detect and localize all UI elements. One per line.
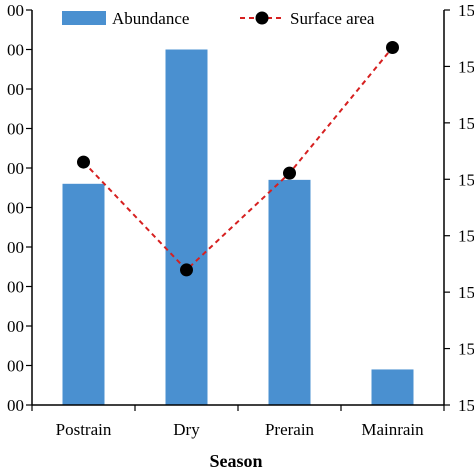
line-series bbox=[77, 41, 399, 277]
left-tick-label: 00 bbox=[7, 357, 24, 376]
right-tick-label: 15 bbox=[458, 57, 474, 76]
x-tick-label-prerain: Prerain bbox=[265, 420, 315, 439]
left-tick-label: 00 bbox=[7, 396, 24, 415]
left-tick-label: 00 bbox=[7, 120, 24, 139]
surface-area-point-dry bbox=[180, 263, 193, 277]
x-axis-ticks bbox=[31, 405, 445, 411]
right-tick-label: 15 bbox=[458, 170, 474, 189]
surface-area-point-prerain bbox=[283, 166, 296, 180]
right-tick-label: 15 bbox=[458, 283, 474, 302]
bar-prerain bbox=[268, 179, 311, 405]
x-axis-tick-labels: Postrain Dry Prerain Mainrain bbox=[56, 420, 425, 439]
bar-dry bbox=[165, 49, 208, 405]
right-tick-label: 15 bbox=[458, 114, 474, 133]
right-tick-label: 15 bbox=[458, 396, 474, 415]
left-tick-label: 00 bbox=[7, 238, 24, 257]
left-tick-label: 00 bbox=[7, 278, 24, 297]
right-tick-label: 15 bbox=[458, 340, 474, 359]
left-axis-ticks: 00 00 00 00 00 00 00 00 00 00 00 bbox=[7, 1, 32, 415]
left-tick-label: 00 bbox=[7, 41, 24, 60]
legend-marker-swatch bbox=[255, 11, 269, 25]
left-tick-label: 00 bbox=[7, 159, 24, 178]
surface-area-line bbox=[82, 46, 394, 272]
right-tick-label: 15 bbox=[458, 227, 474, 246]
x-axis-label: Season bbox=[209, 451, 262, 471]
x-tick-label-mainrain: Mainrain bbox=[361, 420, 424, 439]
legend-bar-swatch bbox=[62, 11, 106, 25]
left-tick-label: 00 bbox=[7, 199, 24, 218]
bar-postrain bbox=[62, 183, 105, 405]
legend-label-abundance: Abundance bbox=[112, 9, 189, 28]
surface-area-point-mainrain bbox=[386, 41, 399, 55]
surface-area-point-postrain bbox=[77, 155, 90, 169]
left-tick-label: 00 bbox=[7, 80, 24, 99]
right-tick-label: 15 bbox=[458, 1, 474, 20]
right-axis-ticks: 15 15 15 15 15 15 15 15 bbox=[444, 1, 474, 415]
bar-mainrain bbox=[371, 369, 414, 405]
x-tick-label-postrain: Postrain bbox=[56, 420, 112, 439]
left-tick-label: 00 bbox=[7, 317, 24, 336]
x-tick-label-dry: Dry bbox=[173, 420, 200, 439]
legend-label-surface-area: Surface area bbox=[290, 9, 375, 28]
legend: Abundance Surface area bbox=[62, 9, 375, 28]
left-tick-label: 00 bbox=[7, 1, 24, 20]
bar-series bbox=[62, 49, 414, 405]
